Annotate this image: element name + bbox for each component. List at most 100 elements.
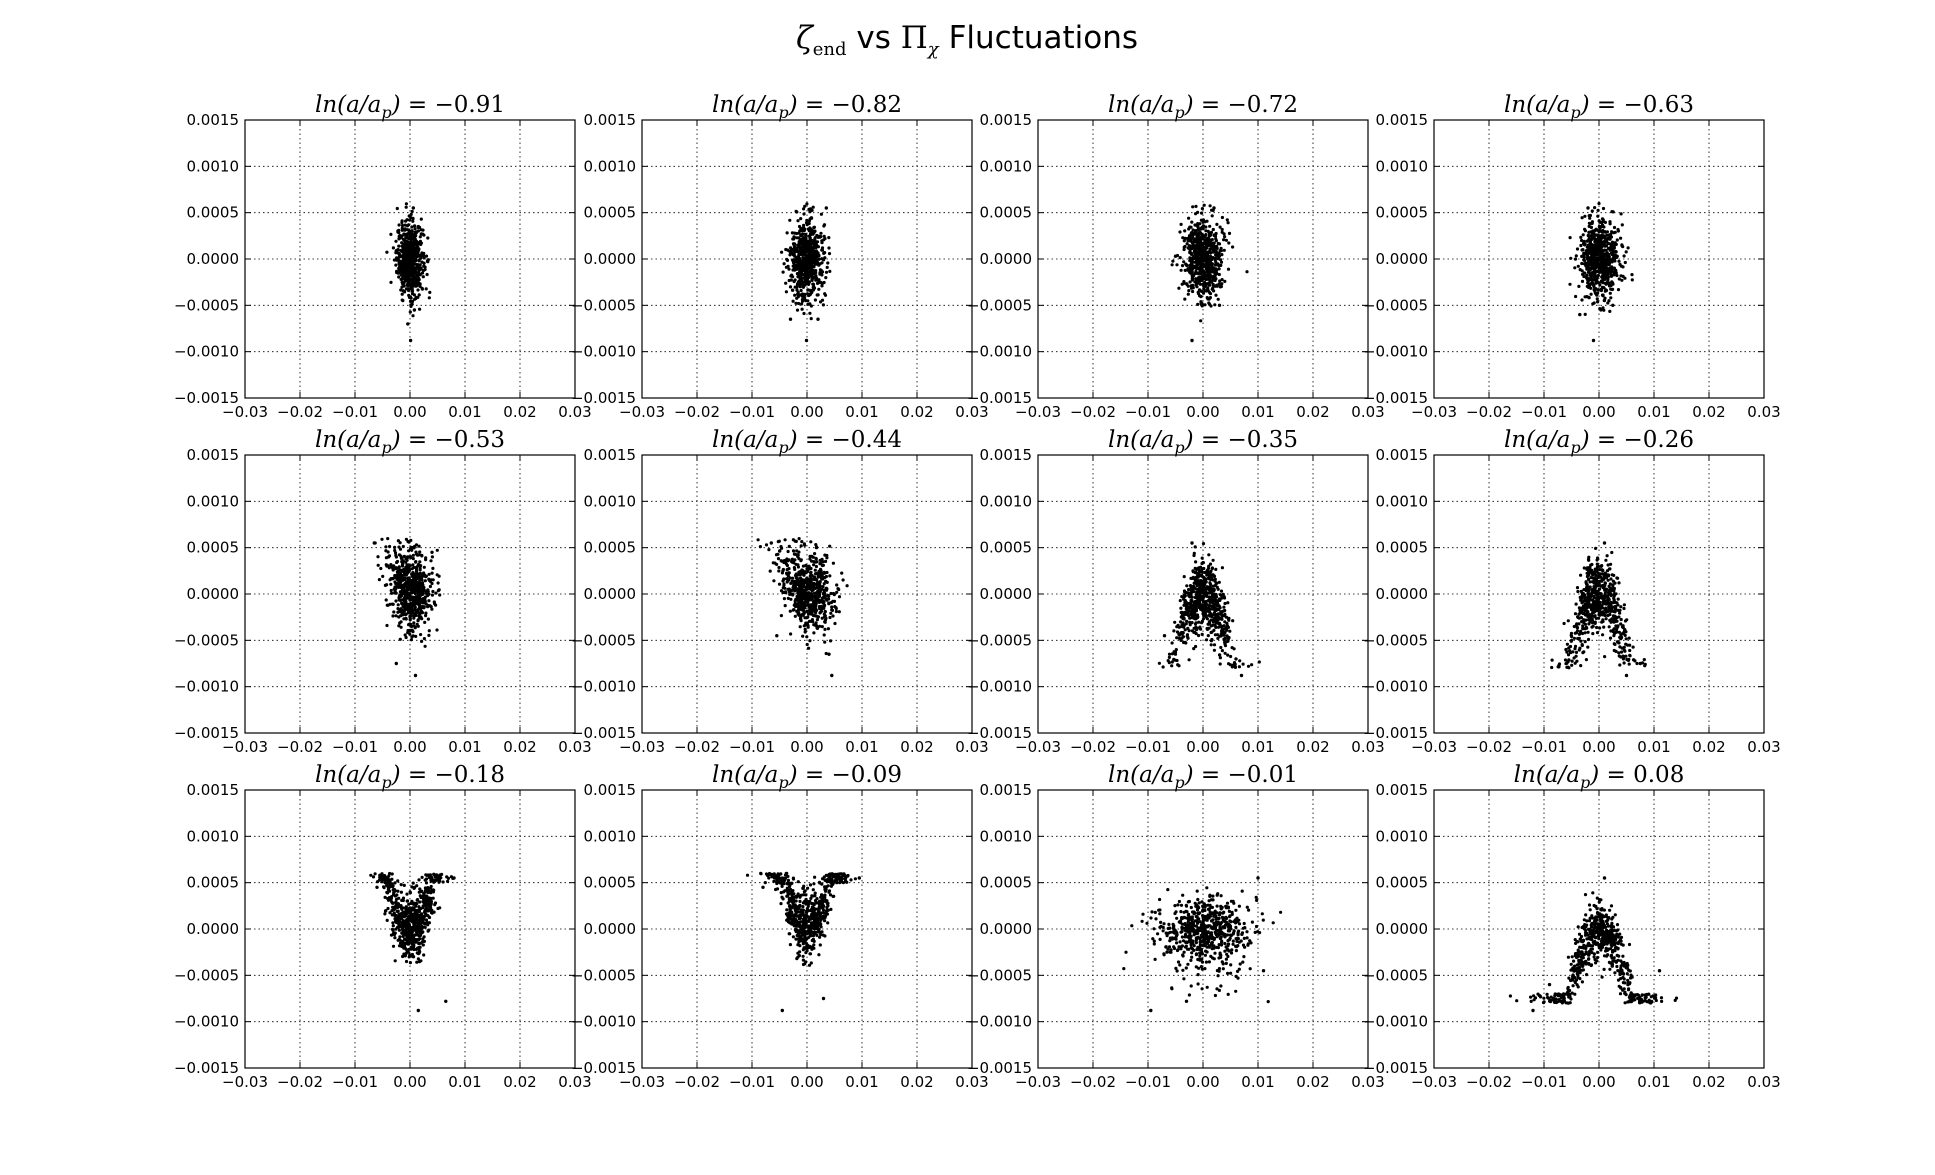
data-point	[1580, 269, 1584, 273]
data-point	[411, 206, 415, 210]
data-point	[807, 646, 811, 650]
data-point	[1230, 665, 1234, 669]
data-point	[1586, 279, 1590, 283]
data-point	[413, 596, 417, 600]
data-point	[1193, 265, 1197, 269]
data-point	[391, 614, 395, 618]
data-point	[808, 226, 812, 230]
data-point	[1214, 253, 1218, 257]
x-tick-label: 0.03	[1351, 403, 1384, 421]
data-point	[1238, 659, 1242, 663]
data-point	[1596, 214, 1600, 218]
data-point	[435, 628, 439, 632]
data-point	[807, 234, 811, 238]
data-point	[417, 247, 421, 251]
data-point	[434, 591, 438, 595]
data-point	[1582, 258, 1586, 262]
data-point	[1226, 653, 1230, 657]
data-point	[815, 585, 819, 589]
data-point	[779, 545, 783, 549]
data-point	[808, 639, 812, 643]
data-point	[812, 563, 816, 567]
data-point	[404, 573, 408, 577]
data-point	[1188, 234, 1192, 238]
data-point	[1196, 210, 1200, 214]
data-point	[796, 275, 800, 279]
x-tick-label: −0.02	[1466, 403, 1512, 421]
data-point	[795, 308, 800, 312]
data-point	[809, 228, 813, 232]
data-point	[758, 545, 763, 549]
data-point	[793, 245, 797, 249]
data-point	[425, 259, 429, 263]
data-point	[1601, 306, 1605, 310]
data-point	[1191, 569, 1195, 573]
data-point	[1207, 553, 1211, 557]
data-point	[827, 236, 831, 240]
data-point	[1186, 292, 1190, 296]
data-point	[411, 553, 415, 557]
data-point	[1195, 235, 1199, 239]
data-point	[391, 576, 395, 580]
data-point	[784, 590, 788, 594]
data-point	[817, 263, 821, 267]
data-point	[409, 538, 413, 543]
data-point	[1182, 247, 1186, 252]
data-point	[1609, 232, 1613, 236]
data-point	[1212, 648, 1216, 652]
data-point	[830, 605, 834, 609]
data-point	[786, 596, 790, 601]
data-point	[810, 554, 814, 558]
data-point	[384, 598, 388, 602]
data-point	[385, 583, 389, 587]
data-point	[1215, 581, 1219, 585]
data-point	[808, 608, 813, 612]
data-point	[1210, 637, 1214, 642]
data-point	[1581, 233, 1585, 237]
data-point	[808, 253, 812, 257]
data-point	[1192, 647, 1196, 651]
data-point	[827, 252, 832, 256]
y-tick-label: −0.0010	[1363, 343, 1428, 361]
data-point	[1630, 278, 1634, 282]
data-point	[414, 239, 419, 243]
data-point	[406, 581, 410, 585]
data-point	[1232, 661, 1237, 665]
data-point	[813, 602, 817, 606]
data-point	[416, 553, 420, 557]
data-point	[420, 639, 424, 644]
data-point	[1204, 638, 1209, 642]
data-point	[397, 262, 401, 266]
data-point	[1225, 218, 1229, 222]
x-tick-label: −0.01	[729, 403, 775, 421]
x-tick-label: 0.01	[448, 738, 481, 756]
data-point	[801, 250, 806, 254]
data-point	[431, 589, 435, 594]
data-point	[406, 322, 410, 326]
data-point	[1580, 254, 1584, 258]
data-point	[796, 565, 801, 569]
data-point	[1595, 233, 1599, 237]
data-point	[822, 223, 827, 227]
data-point	[1173, 254, 1178, 258]
data-point	[1585, 273, 1589, 277]
data-point	[831, 614, 835, 618]
data-point	[1223, 601, 1227, 606]
data-point	[1201, 542, 1206, 546]
data-point	[400, 219, 404, 223]
data-point	[785, 577, 789, 581]
x-tick-label: 0.02	[900, 738, 933, 756]
data-point	[1222, 595, 1226, 599]
data-point	[795, 296, 799, 300]
data-point	[1220, 617, 1224, 621]
data-point	[799, 608, 804, 612]
data-point	[808, 567, 812, 571]
x-tick-label: 0.02	[1296, 738, 1329, 756]
data-point	[785, 563, 790, 568]
data-point	[787, 267, 791, 271]
y-tick-label: −0.0015	[174, 389, 239, 407]
data-point	[1592, 273, 1596, 277]
data-point	[1188, 613, 1192, 617]
data-point	[419, 217, 423, 221]
data-point	[404, 202, 408, 206]
